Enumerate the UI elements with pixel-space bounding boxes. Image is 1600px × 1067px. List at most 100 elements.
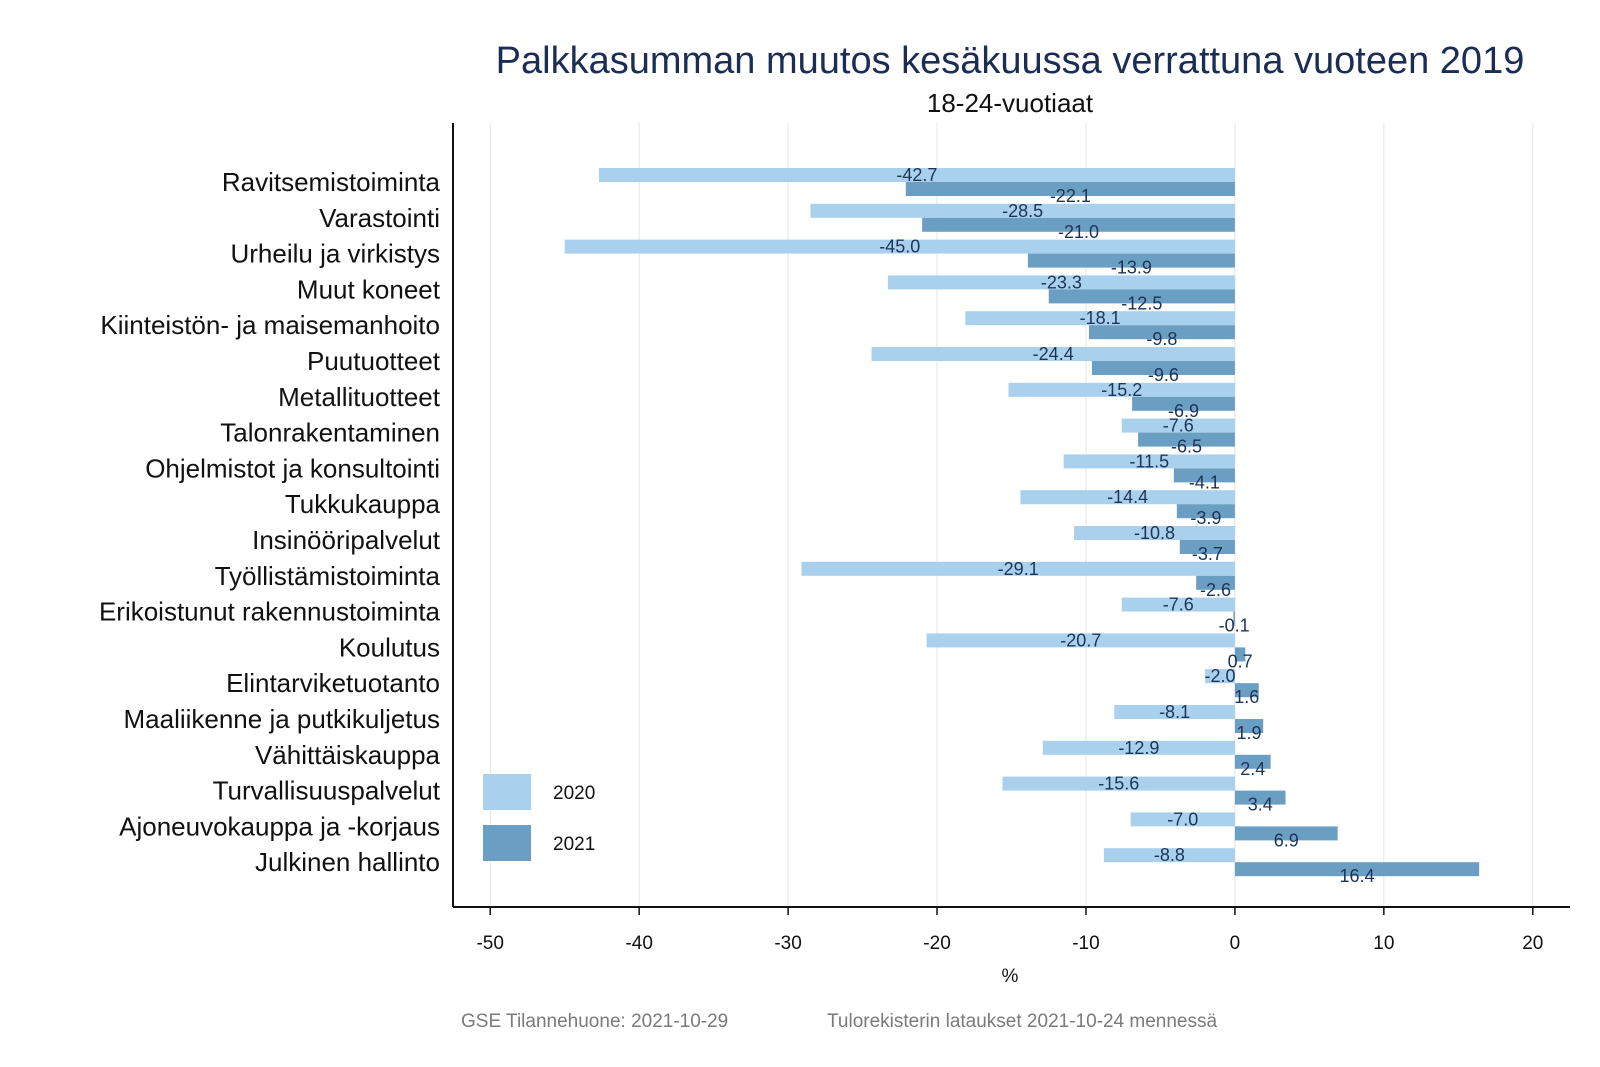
category-label: Varastointi: [319, 203, 440, 233]
x-tick-label: -40: [625, 933, 652, 954]
data-label-2021: 1.6: [1234, 687, 1259, 707]
data-label-2020: -23.3: [1041, 272, 1082, 292]
bar-2020: [1020, 490, 1235, 505]
bar-2021: [1091, 361, 1235, 375]
bar-2021: [1088, 325, 1235, 340]
data-label-2020: -15.6: [1098, 774, 1139, 794]
bar-2020: [1121, 418, 1235, 433]
bar-2020: [564, 239, 1235, 254]
data-label-2020: -8.8: [1154, 845, 1185, 865]
data-label-2021: -2.6: [1200, 580, 1231, 600]
legend-label: 2020: [553, 783, 595, 804]
category-label: Työllistämistoiminta: [215, 561, 441, 591]
bar-2021: [1027, 253, 1235, 268]
bar-2021: [1179, 540, 1235, 554]
category-label: Ajoneuvokauppa ja -korjaus: [119, 811, 440, 841]
bar-2021: [1234, 683, 1259, 698]
data-label-2020: -24.4: [1033, 344, 1074, 364]
data-label-2020: -42.7: [896, 165, 937, 185]
data-labels: -42.7 -22.1 -28.5 -21.0 -45.0 -13.9 -23.3 -12.5…: [879, 165, 1374, 886]
bar-2020: [926, 633, 1235, 648]
category-label: Elintarviketuotanto: [226, 668, 440, 698]
data-label-2020: -7.6: [1163, 416, 1194, 436]
data-label-2020: -15.2: [1101, 380, 1142, 400]
bar-2021: [1196, 575, 1235, 590]
bar-2021: [905, 182, 1235, 196]
bar-2021: [1234, 826, 1338, 841]
axes: [452, 123, 1570, 915]
bar-2021: [1234, 719, 1264, 733]
bar-2020: [1074, 526, 1235, 540]
category-label: Metallituotteet: [278, 382, 441, 412]
x-tick-label: 0: [1230, 933, 1241, 954]
bar-2020: [1205, 669, 1235, 684]
bar-2020: [598, 168, 1235, 182]
data-label-2021: 3.4: [1248, 795, 1273, 815]
data-label-2021: -9.6: [1148, 365, 1179, 385]
data-label-2021: -12.5: [1121, 293, 1162, 313]
legend-label: 2021: [553, 834, 595, 855]
bar-2020: [887, 275, 1235, 290]
bar-2021: [1234, 647, 1246, 662]
data-label-2021: -3.9: [1190, 508, 1221, 528]
data-label-2020: -28.5: [1002, 201, 1043, 221]
legend-swatch: [483, 825, 531, 861]
bar-2021: [1138, 432, 1235, 447]
category-label: Talonrakentaminen: [220, 418, 440, 448]
bar-2021: [922, 217, 1235, 232]
bar-2021: [1233, 611, 1235, 626]
category-label: Urheilu ja virkistys: [231, 239, 441, 269]
data-label-2020: -20.7: [1060, 630, 1101, 650]
bar-2020: [965, 311, 1235, 326]
data-label-2021: 2.4: [1240, 759, 1265, 779]
bar-2021: [1234, 790, 1286, 805]
category-label: Tukkukauppa: [285, 489, 441, 519]
data-label-2020: -29.1: [998, 559, 1039, 579]
x-tick-label: -10: [1072, 933, 1099, 954]
x-tick-labels: -50 -40 -30 -20 -10 0 10 20: [476, 933, 1543, 954]
bar-2021: [1173, 468, 1235, 483]
x-tick-label: -30: [774, 933, 801, 954]
category-label: Turvallisuuspalvelut: [213, 776, 441, 806]
data-label-2020: -2.0: [1204, 666, 1235, 686]
data-label-2020: -45.0: [879, 237, 920, 257]
category-label: Maaliikenne ja putkikuljetus: [123, 704, 440, 734]
x-tick-label: 10: [1373, 933, 1394, 954]
data-label-2021: 0.7: [1228, 651, 1253, 671]
data-label-2020: -7.0: [1167, 809, 1198, 829]
x-axis-label: %: [1002, 966, 1019, 987]
data-label-2021: 6.9: [1274, 830, 1299, 850]
category-label: Julkinen hallinto: [255, 847, 440, 877]
data-label-2020: -7.6: [1163, 595, 1194, 615]
data-label-2020: -18.1: [1080, 308, 1121, 328]
data-label-2021: -4.1: [1189, 472, 1220, 492]
data-label-2021: -9.8: [1146, 329, 1177, 349]
data-label-2021: -0.1: [1219, 616, 1250, 636]
bar-2020: [871, 347, 1235, 361]
bar-2020: [1103, 848, 1235, 863]
bar-2021: [1176, 504, 1235, 519]
bar-2021: [1048, 289, 1235, 304]
bar-2021: [1234, 754, 1271, 769]
x-tick-label: 20: [1522, 933, 1543, 954]
data-label-2021: 16.4: [1340, 866, 1375, 886]
bar-2020: [810, 203, 1235, 218]
data-label-2020: -8.1: [1159, 702, 1190, 722]
category-label: Ravitsemistoiminta: [222, 167, 441, 197]
category-label: Koulutus: [339, 632, 440, 662]
category-labels: Ravitsemistoiminta Varastointi Urheilu ja …: [99, 167, 441, 877]
bar-2020: [1002, 776, 1235, 791]
chart-title: Palkkasumman muutos kesäkuussa verrattun…: [496, 40, 1525, 82]
data-label-2021: -6.5: [1171, 437, 1202, 457]
footer-source: GSE Tilannehuone: 2021-10-29: [461, 1011, 728, 1032]
data-label-2021: -3.7: [1192, 544, 1223, 564]
category-label: Insinööripalvelut: [252, 525, 441, 555]
footer-note: Tulorekisterin lataukset 2021-10-24 menn…: [827, 1011, 1217, 1032]
bar-2020: [1008, 382, 1235, 397]
chart-subtitle: 18-24-vuotiaat: [927, 88, 1094, 118]
legend: 2020 2021: [483, 774, 595, 861]
category-label: Vähittäiskauppa: [255, 740, 441, 770]
data-label-2021: -6.9: [1168, 401, 1199, 421]
bar-2020: [1114, 705, 1235, 719]
